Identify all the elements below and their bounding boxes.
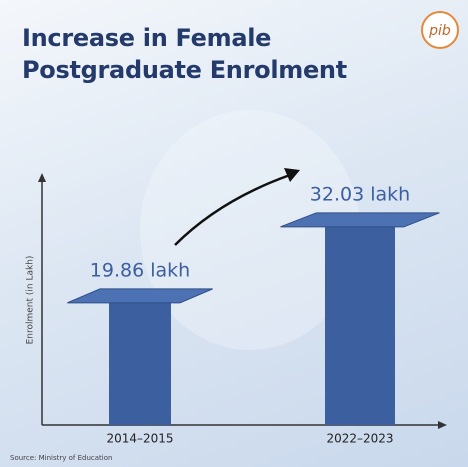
logo: pib [428,23,451,39]
x-axis-arrow [438,421,447,429]
x-tick-label: 2022–2023 [326,432,393,446]
chart-title: Increase in Female Postgraduate Enrolmen… [22,22,352,86]
infographic: pib Enrolment (in Lakh) Source: Ministry… [0,0,468,467]
value-label: 19.86 lakh [90,259,190,281]
bar [325,225,395,425]
value-label: 32.03 lakh [310,183,410,205]
bar [109,301,171,425]
source: Source: Ministry of Education [10,454,112,462]
y-axis-label: Enrolment (in Lakh) [26,256,36,345]
y-axis-arrow [38,173,46,182]
x-tick-label: 2014–2015 [106,432,173,446]
